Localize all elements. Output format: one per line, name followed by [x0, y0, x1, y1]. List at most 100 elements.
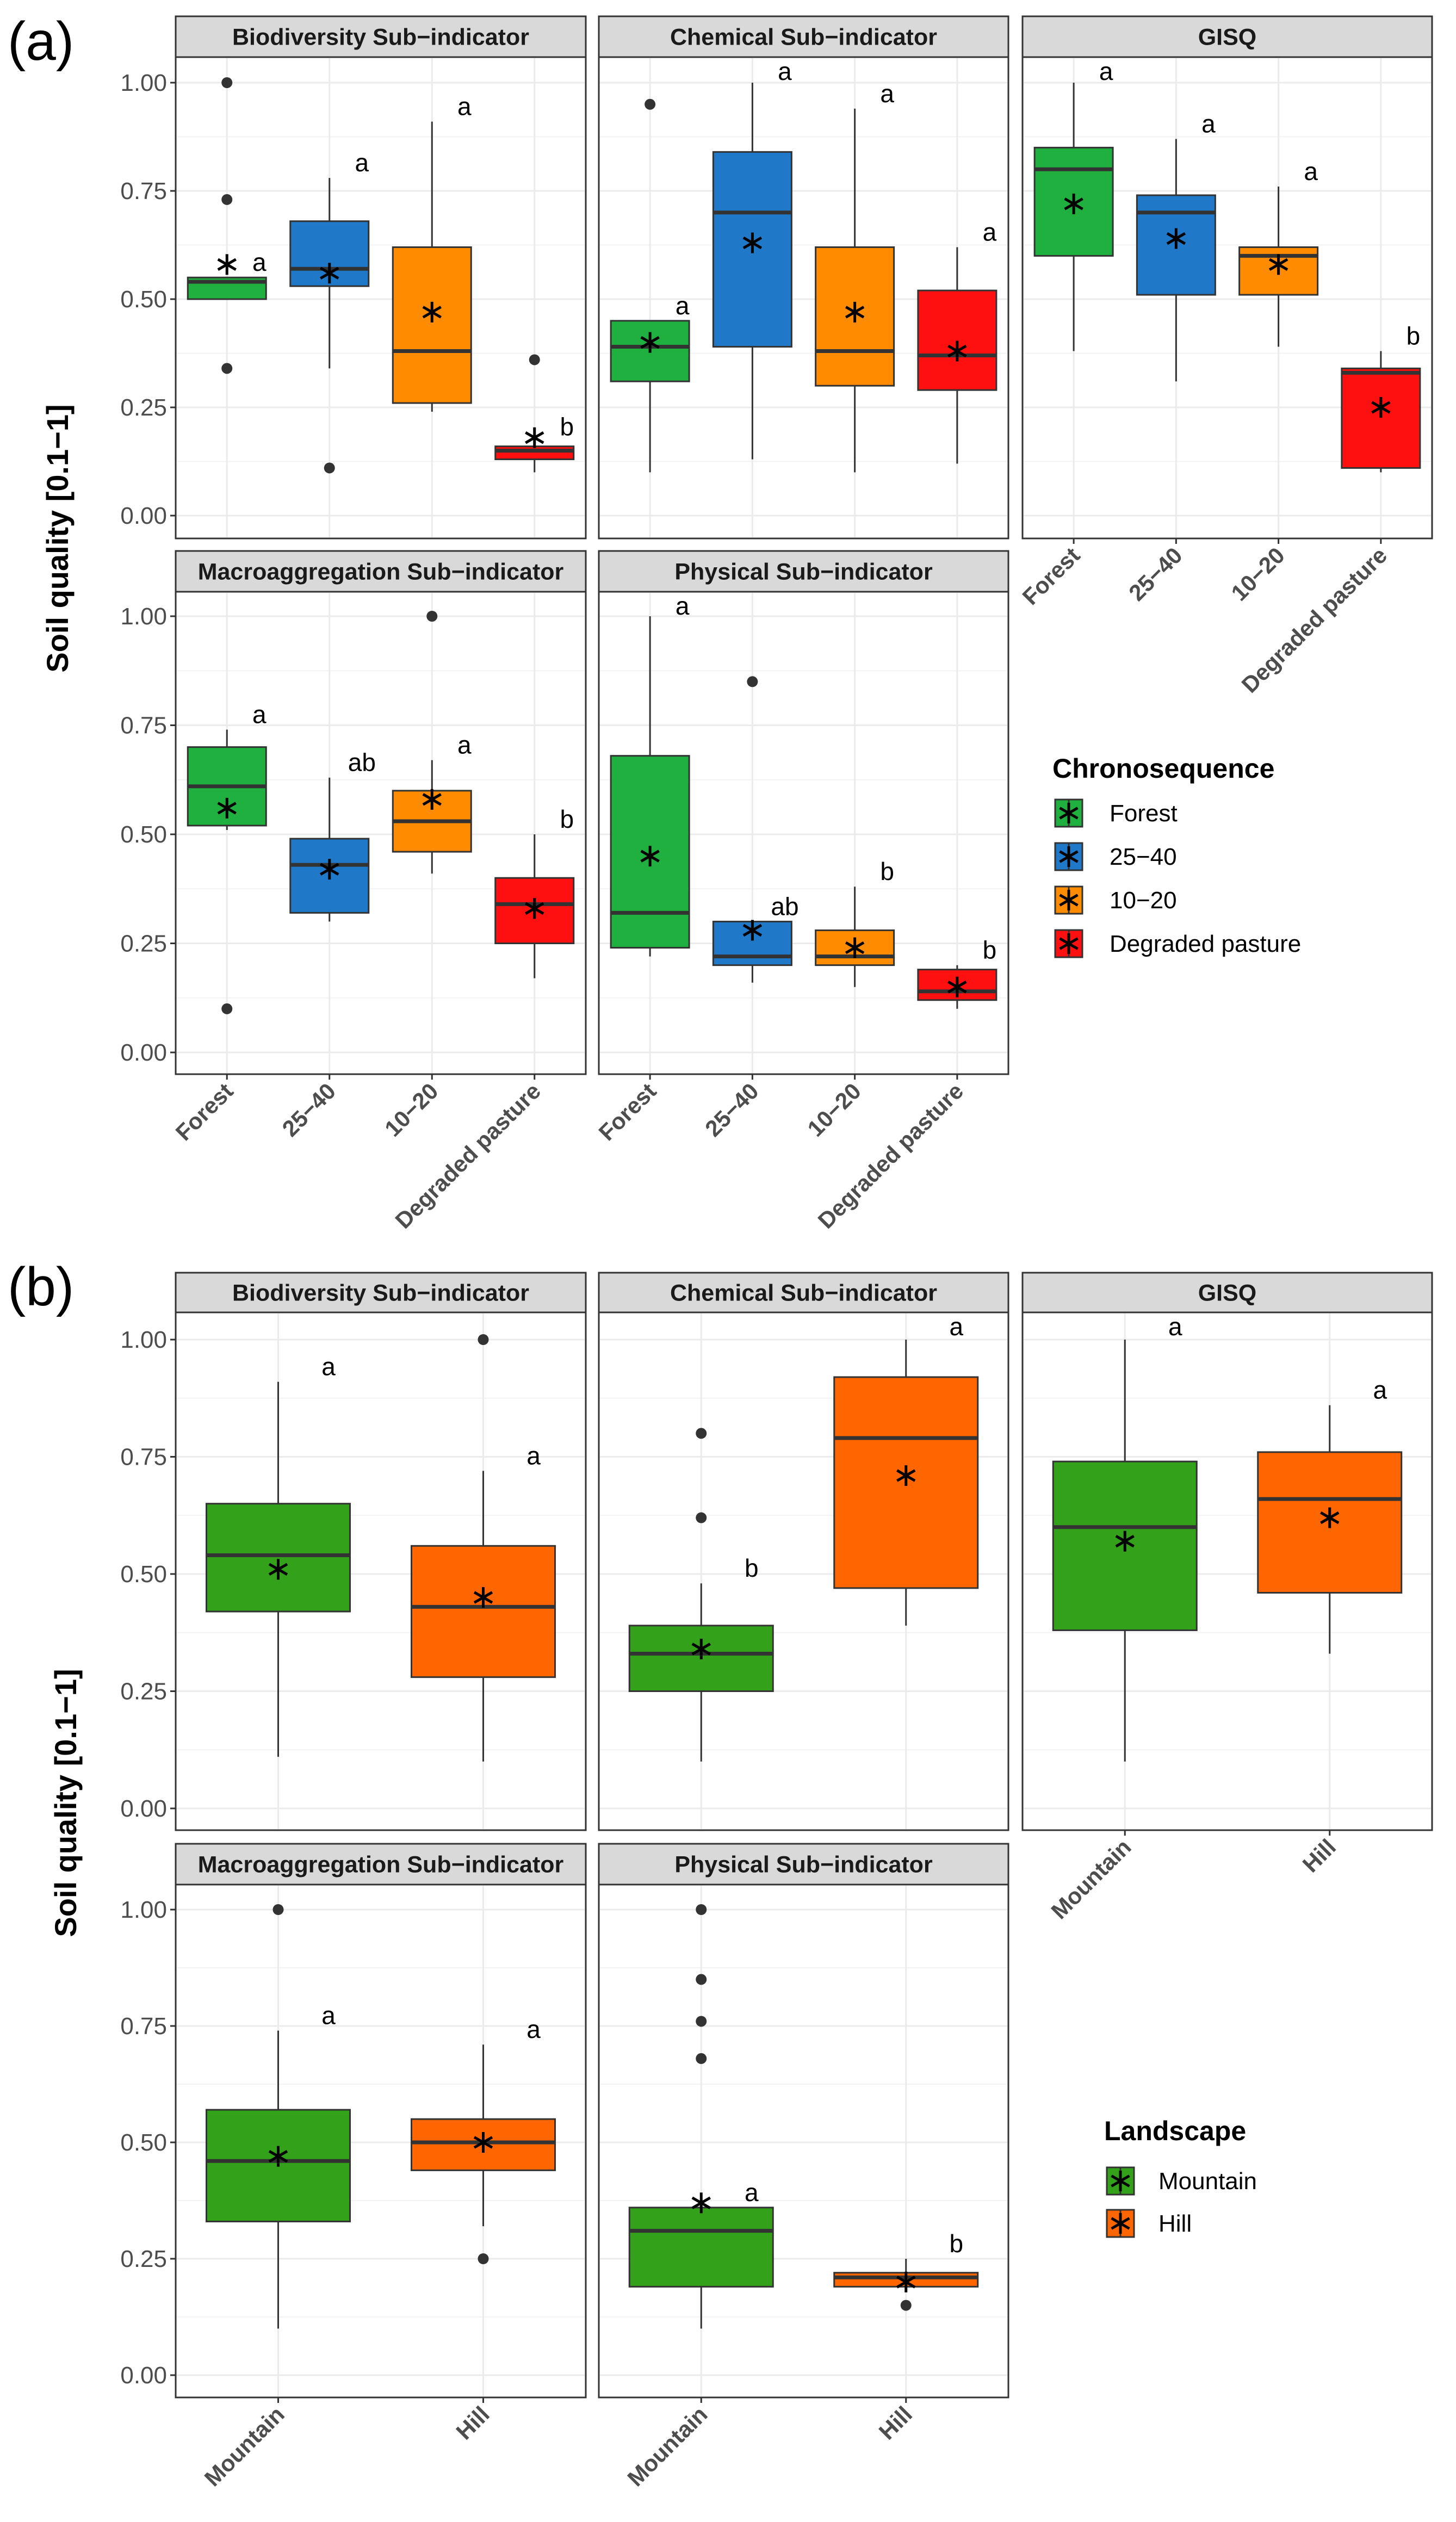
facet-strip: [175, 1272, 587, 1313]
box-2: a: [392, 611, 472, 874]
outlier-point: [900, 2300, 912, 2311]
y-axis-title: Soil quality [0.1−1]: [40, 404, 75, 672]
plot-area: [175, 591, 587, 1075]
mean-marker: [896, 1465, 916, 1486]
significance-letter: a: [1168, 1312, 1182, 1341]
mean-star-stroke: [845, 306, 865, 319]
legend-item: 25−40: [1054, 842, 1177, 871]
box-0: a: [610, 592, 690, 957]
box-0: b: [628, 1428, 774, 1762]
significance-letter: a: [676, 292, 690, 320]
mean-marker: [640, 332, 660, 353]
legend: Chronosequence Forest 25−40 10−20 Degraded p…: [1052, 753, 1301, 958]
facet-strip: [175, 15, 587, 58]
significance-letter: a: [983, 218, 997, 246]
panel-b: (b) Soil quality [0.1−1] Biodiversity Sub−…: [8, 1256, 1433, 2491]
mean-star-stroke: [640, 336, 660, 349]
box-body: [206, 1503, 351, 1613]
facet-1: Chemical Sub−indicator b a: [598, 1272, 1009, 1831]
mean-star-stroke: [1371, 401, 1391, 414]
mean-star-stroke: [1059, 850, 1079, 863]
facet-title: GISQ: [1198, 24, 1257, 51]
outlier-point: [696, 1428, 707, 1439]
mean-star-stroke: [1111, 2217, 1130, 2230]
legend-item: Forest: [1054, 798, 1178, 828]
mean-star-stroke: [525, 431, 544, 444]
legend-star: [1111, 2213, 1130, 2234]
significance-letter: b: [950, 2229, 964, 2258]
mean-star-stroke: [742, 236, 763, 250]
mean-star-stroke: [1059, 807, 1079, 820]
facet-title: Physical Sub−indicator: [674, 559, 933, 585]
mean-star-stroke: [1059, 937, 1079, 950]
mean-marker: [845, 301, 865, 323]
y-tick-label: 0.00: [120, 1795, 167, 1822]
y-tick-label: 0.50: [120, 1561, 167, 1588]
significance-letter: a: [457, 92, 472, 121]
legend-star: [1059, 846, 1079, 867]
outlier-point: [696, 2016, 707, 2027]
significance-letter: b: [1407, 322, 1421, 350]
significance-letter: b: [983, 936, 997, 964]
y-tick-label: 0.50: [120, 821, 167, 848]
mean-marker: [947, 976, 967, 997]
significance-letter: a: [321, 1353, 336, 1381]
box-1: a: [833, 1312, 979, 1626]
mean-marker: [422, 301, 442, 323]
mean-marker: [691, 2192, 711, 2214]
outlier-point: [221, 363, 233, 374]
legend-label: 25−40: [1110, 844, 1177, 870]
significance-letter: ab: [348, 748, 376, 777]
facet-title: Biodiversity Sub−indicator: [232, 24, 529, 51]
box-2: a: [815, 79, 895, 473]
significance-letter: b: [560, 805, 574, 833]
y-tick-label: 0.50: [120, 2129, 167, 2156]
mean-star-stroke: [691, 2196, 711, 2209]
legend-title: Landscape: [1104, 2116, 1246, 2146]
mean-star-stroke: [473, 1591, 493, 1604]
facet-strip: [598, 550, 1009, 593]
legend-star: [1059, 933, 1079, 954]
significance-letter: a: [1099, 57, 1113, 85]
significance-letter: a: [526, 1441, 541, 1470]
significance-letter: a: [355, 148, 369, 177]
panel-a: (a) Soil quality [0.1−1] Biodiversity Sub−…: [8, 11, 1433, 1234]
mean-marker: [320, 263, 339, 284]
outlier-point: [529, 354, 540, 365]
mean-marker: [320, 859, 339, 880]
outlier-point: [747, 676, 758, 687]
box-body: [411, 1545, 556, 1678]
outlier-point: [696, 1512, 707, 1523]
outlier-point: [221, 1003, 233, 1014]
mean-star-stroke: [947, 981, 967, 994]
y-tick-label: 0.75: [120, 712, 167, 739]
box-1: a: [411, 1334, 556, 1762]
outlier-point: [478, 2253, 489, 2264]
mean-star-stroke: [1064, 197, 1083, 210]
legend-title: Chronosequence: [1052, 753, 1274, 784]
outlier-point: [696, 1974, 707, 1985]
y-tick-label: 0.25: [120, 1678, 167, 1705]
mean-marker: [742, 920, 763, 941]
mean-marker: [473, 1587, 493, 1608]
y-tick-label: 0.00: [120, 1039, 167, 1066]
mean-marker: [896, 2271, 916, 2292]
y-tick-label: 0.25: [120, 2246, 167, 2272]
mean-marker: [473, 2132, 493, 2153]
box-0: a: [610, 98, 690, 473]
mean-marker: [217, 254, 237, 275]
outlier-point: [272, 1904, 284, 1915]
mean-marker: [525, 427, 544, 448]
y-tick-label: 0.75: [120, 178, 167, 205]
box-3: b: [1341, 322, 1421, 473]
box-1: a: [411, 2015, 556, 2264]
mean-star-stroke: [473, 2136, 493, 2149]
facet-title: Physical Sub−indicator: [674, 1852, 933, 1878]
mean-star-stroke: [320, 863, 339, 876]
mean-star-stroke: [1320, 1511, 1340, 1525]
significance-letter: a: [252, 701, 267, 729]
y-tick-label: 0.25: [120, 931, 167, 957]
